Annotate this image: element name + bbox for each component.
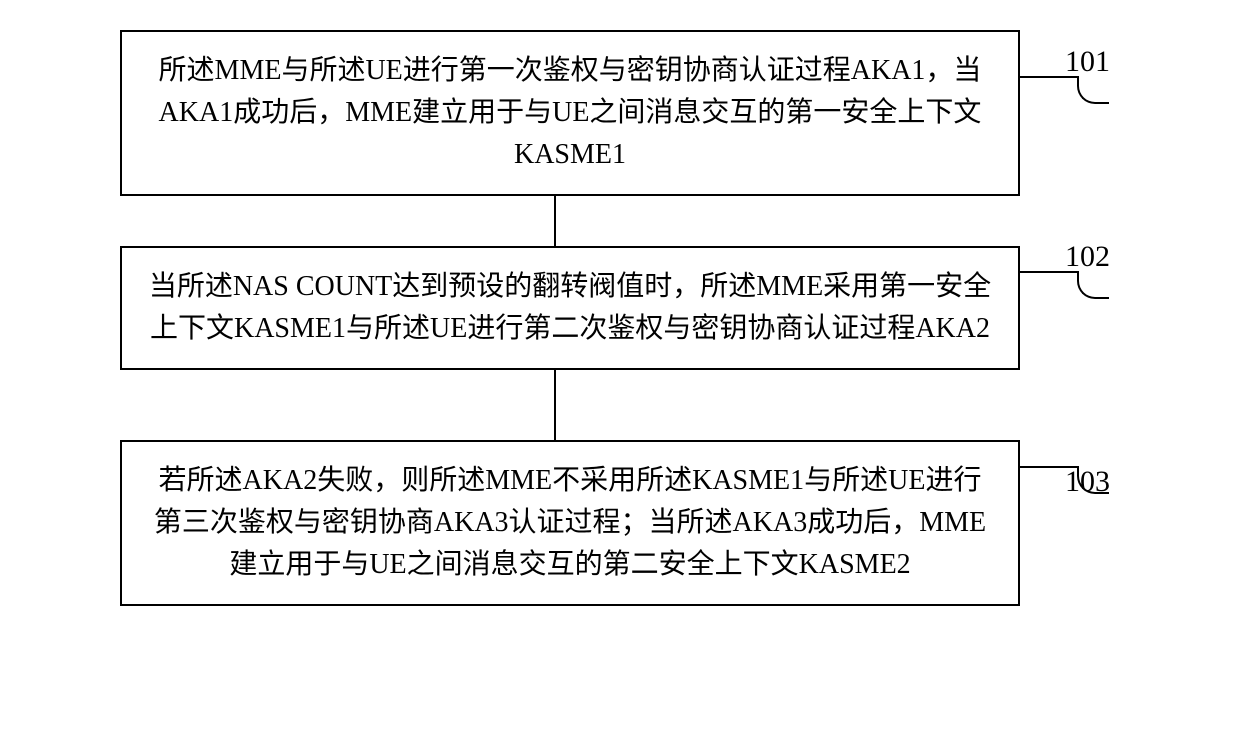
- step-1-box: 所述MME与所述UE进行第一次鉴权与密钥协商认证过程AKA1，当AKA1成功后，…: [120, 30, 1020, 196]
- connector-line-1: [554, 196, 556, 246]
- step-3-box: 若所述AKA2失败，则所述MME不采用所述KASME1与所述UE进行第三次鉴权与…: [120, 440, 1020, 606]
- step-2-label: 102: [1065, 240, 1110, 274]
- connector-1-2: [15, 196, 1095, 246]
- step-2-text: 当所述NAS COUNT达到预设的翻转阀值时，所述MME采用第一安全上下文KAS…: [149, 271, 991, 344]
- step-1-text: 所述MME与所述UE进行第一次鉴权与密钥协商认证过程AKA1，当AKA1成功后，…: [159, 55, 982, 170]
- step-3-label: 103: [1065, 465, 1110, 499]
- step-1-wrapper: 所述MME与所述UE进行第一次鉴权与密钥协商认证过程AKA1，当AKA1成功后，…: [80, 30, 1160, 196]
- step-2-wrapper: 当所述NAS COUNT达到预设的翻转阀值时，所述MME采用第一安全上下文KAS…: [80, 246, 1160, 370]
- connector-2-3: [15, 370, 1095, 440]
- step-3-wrapper: 若所述AKA2失败，则所述MME不采用所述KASME1与所述UE进行第三次鉴权与…: [80, 440, 1160, 606]
- connector-line-2: [554, 370, 556, 440]
- step-3-text: 若所述AKA2失败，则所述MME不采用所述KASME1与所述UE进行第三次鉴权与…: [154, 465, 986, 580]
- step-2-box: 当所述NAS COUNT达到预设的翻转阀值时，所述MME采用第一安全上下文KAS…: [120, 246, 1020, 370]
- flowchart-container: 所述MME与所述UE进行第一次鉴权与密钥协商认证过程AKA1，当AKA1成功后，…: [80, 30, 1160, 606]
- step-1-label: 101: [1065, 45, 1110, 79]
